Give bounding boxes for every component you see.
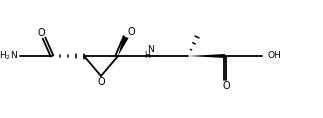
Text: O: O: [222, 81, 230, 91]
Text: H: H: [144, 51, 150, 59]
Text: H$_2$N: H$_2$N: [0, 50, 18, 62]
Polygon shape: [188, 54, 225, 58]
Text: N: N: [148, 44, 154, 53]
Text: O: O: [127, 27, 135, 37]
Text: O: O: [37, 28, 45, 38]
Text: O: O: [97, 77, 105, 87]
Text: OH: OH: [267, 51, 281, 61]
Polygon shape: [118, 36, 129, 56]
